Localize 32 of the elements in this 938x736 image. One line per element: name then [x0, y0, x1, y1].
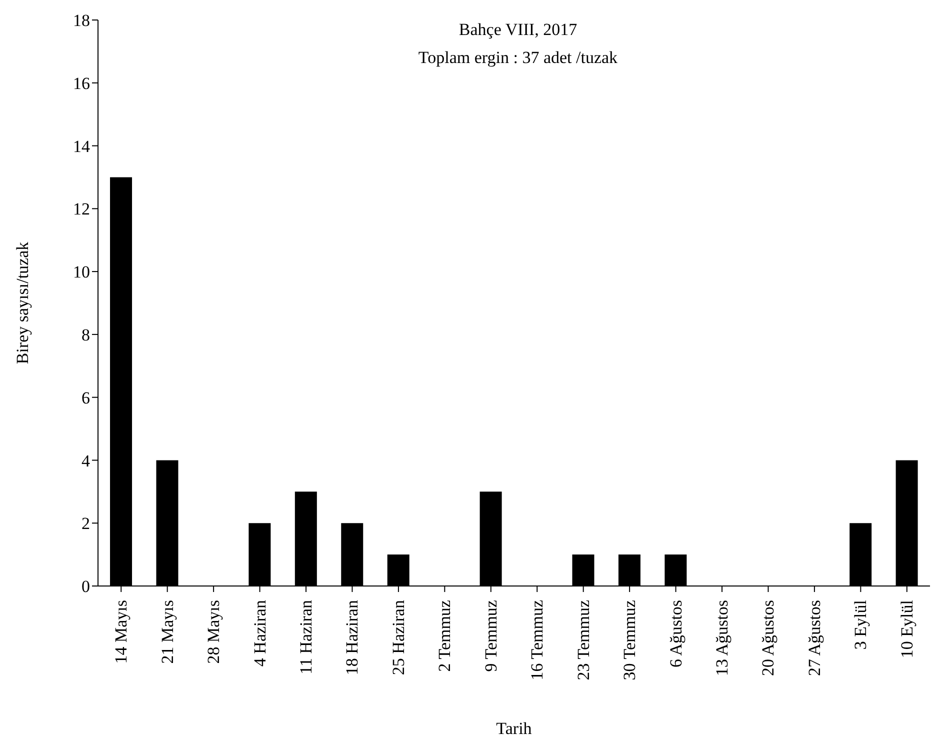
y-tick-label: 14 — [73, 136, 90, 156]
x-tick-label: 3 Eylül — [851, 600, 870, 650]
x-tick-label: 4 Haziran — [250, 600, 270, 667]
y-tick-label: 16 — [73, 74, 90, 93]
x-tick-label: 28 Mayıs — [204, 600, 224, 664]
x-tick-label: 30 Temmuz — [620, 600, 640, 680]
y-tick-label: 2 — [82, 514, 90, 534]
y-tick-label: 8 — [82, 325, 90, 344]
x-tick-label: 2 Temmuz — [435, 600, 454, 672]
x-tick-label: 20 Ağustos — [758, 600, 778, 676]
y-axis-title: Birey sayısı/tuzak — [13, 241, 32, 364]
y-tick-label: 10 — [73, 262, 90, 282]
text: Toplam ergin : 37 adet /tuzak — [417, 47, 619, 69]
chart-title: Bahçe VIII, 2017 — [458, 19, 578, 41]
x-tick-label: 10 Eylül — [897, 600, 916, 658]
y-tick-label: 0 — [82, 577, 90, 596]
x-tick-label: 25 Haziran — [388, 600, 408, 676]
y-tick-label: 12 — [73, 200, 90, 219]
x-tick-label: 16 Temmuz — [528, 600, 547, 680]
x-tick-label: 27 Ağustos — [804, 600, 824, 676]
x-tick-label: 11 Haziran — [296, 600, 316, 674]
x-tick-label: 9 Temmuz — [481, 600, 500, 672]
y-tick-label: 4 — [82, 451, 90, 470]
x-tick-label: 18 Haziran — [342, 600, 362, 676]
x-tick-label: 13 Ağustos — [712, 600, 732, 676]
x-tick-label: 14 Mayıs — [112, 600, 131, 664]
x-axis-title: Tarih — [496, 719, 532, 736]
x-tick-label: 21 Mayıs — [158, 600, 177, 664]
x-tick-label: 6 Ağustos — [666, 600, 686, 668]
x-tick-label: 23 Temmuz — [574, 600, 593, 680]
y-tick-label: 6 — [82, 388, 90, 408]
y-tick-label: 18 — [73, 11, 90, 30]
